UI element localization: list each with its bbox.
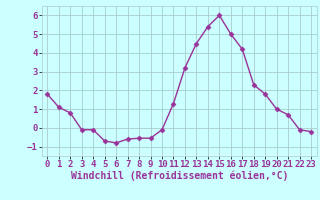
X-axis label: Windchill (Refroidissement éolien,°C): Windchill (Refroidissement éolien,°C) xyxy=(70,171,288,181)
